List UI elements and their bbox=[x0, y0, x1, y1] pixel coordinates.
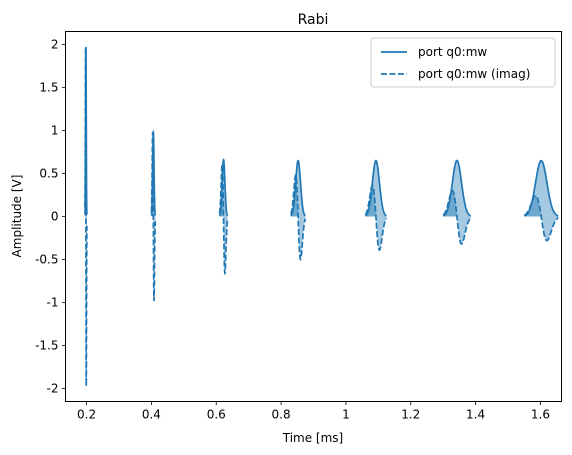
pulse-imag-fill bbox=[524, 195, 559, 241]
x-tick-label: 0.2 bbox=[77, 408, 96, 422]
y-tick-label: 1 bbox=[51, 123, 59, 137]
pulse-imag-line bbox=[364, 184, 388, 252]
chart-title: Rabi bbox=[298, 12, 329, 28]
pulse-real-line bbox=[290, 159, 306, 217]
x-tick-label: 0.4 bbox=[142, 408, 161, 422]
x-tick-label: 0.6 bbox=[207, 408, 226, 422]
pulse-imag-line bbox=[150, 132, 157, 301]
x-axis-label: Time [ms] bbox=[282, 431, 344, 445]
y-tick-label: 0 bbox=[51, 210, 59, 224]
y-axis-label: Amplitude [V] bbox=[10, 175, 24, 258]
x-tick-label: 1.4 bbox=[466, 408, 485, 422]
y-tick-label: -0.5 bbox=[35, 253, 58, 267]
x-tick-label: 1 bbox=[342, 408, 350, 422]
legend: port q0:mw port q0:mw (imag) bbox=[370, 37, 556, 88]
plot-area bbox=[84, 46, 559, 387]
y-tick-label: 0.5 bbox=[39, 166, 58, 180]
pulse-fill bbox=[524, 160, 559, 217]
pulse-imag-line bbox=[523, 194, 559, 242]
pulse-real-line bbox=[364, 159, 387, 217]
x-tick-label: 0.8 bbox=[272, 408, 291, 422]
y-tick-label: -1 bbox=[47, 296, 59, 310]
pulse-imag-line bbox=[442, 189, 472, 245]
x-tick-label: 1.6 bbox=[531, 408, 550, 422]
pulse-imag-line bbox=[218, 163, 229, 276]
legend-label-real: port q0:mw bbox=[418, 45, 487, 59]
pulse-imag-line bbox=[84, 46, 88, 387]
pulse-imag-line bbox=[290, 174, 307, 261]
pulse-imag-fill bbox=[443, 190, 471, 245]
legend-label-imag: port q0:mw (imag) bbox=[418, 67, 530, 81]
pulse-real-line bbox=[442, 159, 472, 217]
axis-ticks: 0.2 0.4 0.6 0.8 1 1.2 1.4 1.6 2 1.5 1 0.5 0 -0.5 -1 -1.… bbox=[35, 37, 550, 421]
y-tick-label: 1.5 bbox=[39, 80, 58, 94]
y-tick-label: -1.5 bbox=[35, 339, 58, 353]
y-tick-label: 2 bbox=[51, 37, 59, 51]
y-tick-label: -2 bbox=[47, 382, 59, 396]
legend-box bbox=[370, 37, 556, 88]
x-tick-label: 1.2 bbox=[401, 408, 420, 422]
